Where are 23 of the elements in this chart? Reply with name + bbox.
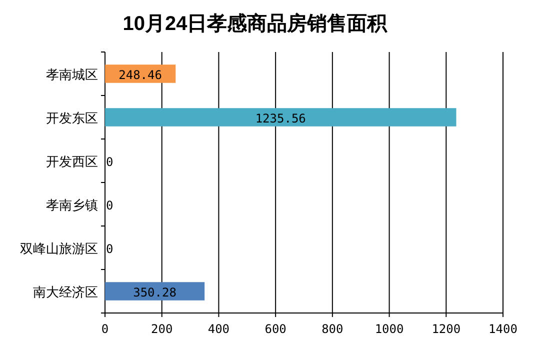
x-tick-label: 400: [208, 322, 230, 336]
x-tick-label: 1400: [488, 322, 518, 336]
data-label: 0: [106, 198, 114, 212]
data-label: 0: [106, 242, 114, 256]
x-tick-label: 600: [264, 322, 286, 336]
y-tick-label: 开发西区: [46, 154, 98, 169]
data-label: 1235.56: [255, 111, 306, 126]
y-tick-label: 双峰山旅游区: [20, 240, 98, 256]
x-tick-label: 1200: [432, 322, 461, 336]
chart-title: 10月24日孝感商品房销售面积: [122, 12, 388, 35]
x-tick-label: 200: [151, 322, 173, 336]
x-tick-label: 0: [101, 322, 109, 336]
y-tick-label: 南大经济区: [33, 284, 98, 300]
y-tick-label: 孝南乡镇: [46, 197, 98, 212]
y-tick-label: 开发东区: [46, 110, 98, 126]
bar: [105, 282, 205, 300]
y-tick-label: 孝南城区: [46, 66, 98, 82]
x-tick-label: 800: [322, 322, 344, 336]
data-label: 248.46: [118, 68, 162, 82]
data-label: 0: [106, 154, 114, 169]
data-label: 350.28: [133, 285, 176, 300]
x-tick-label: 1000: [374, 322, 404, 336]
bar: [105, 108, 456, 126]
